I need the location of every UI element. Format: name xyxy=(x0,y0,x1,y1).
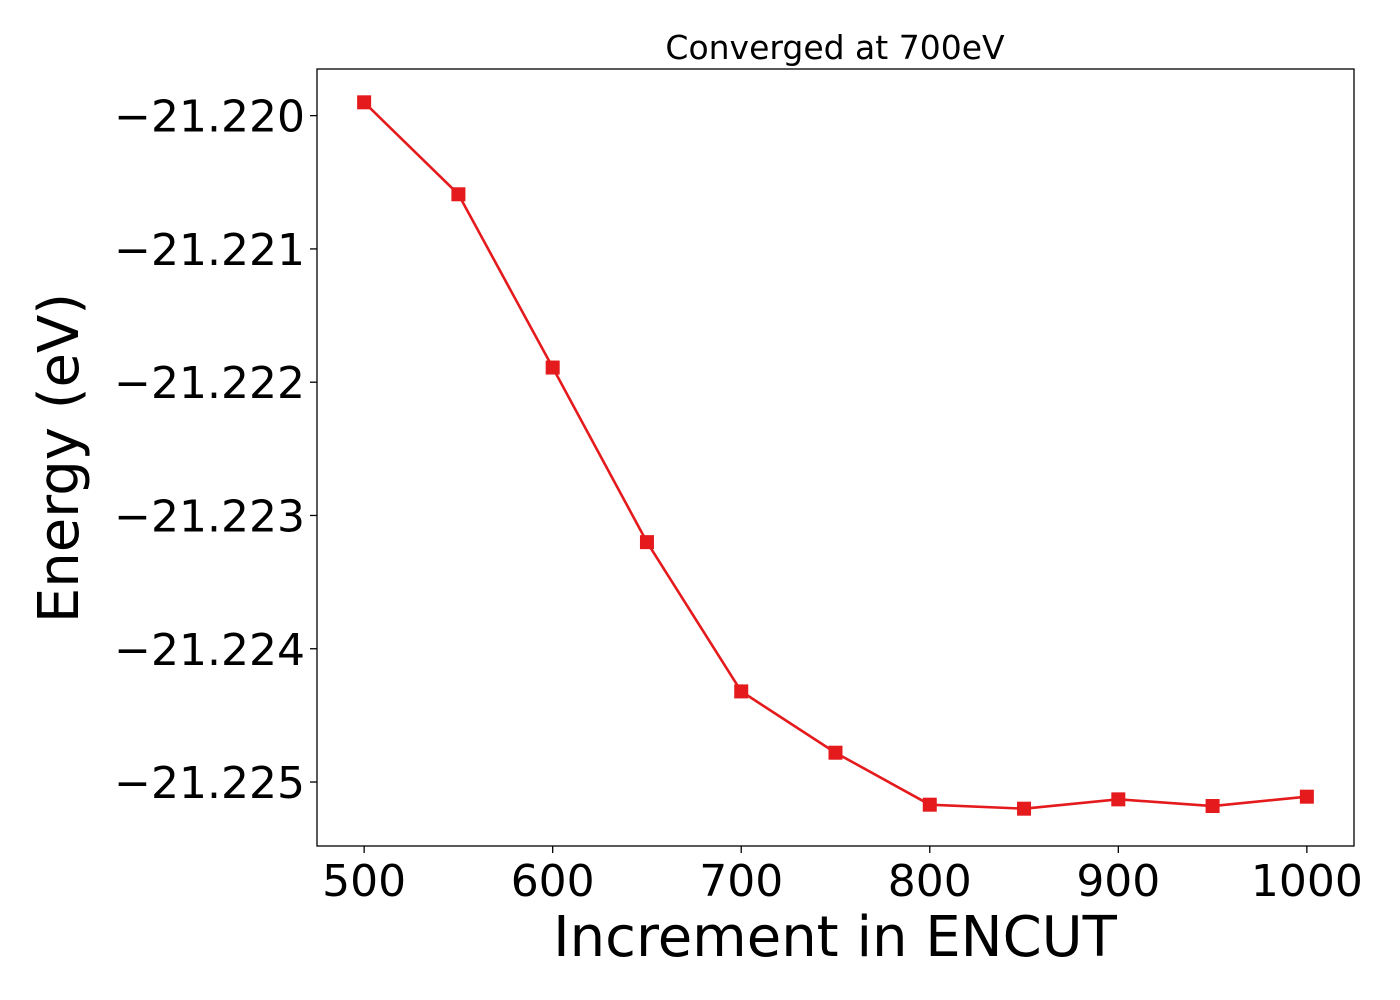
y-tick-label: −21.221 xyxy=(114,225,305,276)
y-tick-label: −21.223 xyxy=(114,491,305,542)
data-point xyxy=(639,535,654,550)
data-point xyxy=(451,187,466,202)
data-point xyxy=(1017,801,1032,816)
x-tick-label: 600 xyxy=(511,856,595,907)
data-point xyxy=(1299,789,1314,804)
y-tick-label: −21.224 xyxy=(114,625,305,676)
chart-title: Converged at 700eV xyxy=(665,28,1005,67)
plot-frame xyxy=(316,68,1355,847)
y-axis: −21.220 −21.221 −21.222 −21.223 −21.224 −21.2… xyxy=(114,92,317,809)
x-tick-label: 1000 xyxy=(1251,856,1363,907)
series-line xyxy=(363,101,1307,810)
x-tick-label: 800 xyxy=(888,856,972,907)
data-point xyxy=(828,745,843,760)
x-tick-label: 500 xyxy=(322,856,406,907)
x-tick-label: 900 xyxy=(1076,856,1160,907)
plot-area xyxy=(357,95,1314,816)
y-tick-label: −21.220 xyxy=(114,92,305,143)
y-tick-label: −21.225 xyxy=(114,758,305,809)
y-axis-label: Energy (eV) xyxy=(27,293,92,623)
data-point xyxy=(734,684,749,699)
data-point xyxy=(545,360,560,375)
data-point xyxy=(357,95,372,110)
x-axis: 500 600 700 800 900 1000 xyxy=(322,846,1363,907)
data-point xyxy=(1111,792,1126,807)
y-tick-label: −21.222 xyxy=(114,358,305,409)
data-point xyxy=(1205,799,1220,814)
x-axis-label: Increment in ENCUT xyxy=(553,905,1118,970)
x-tick-label: 700 xyxy=(699,856,783,907)
data-point xyxy=(922,797,937,812)
